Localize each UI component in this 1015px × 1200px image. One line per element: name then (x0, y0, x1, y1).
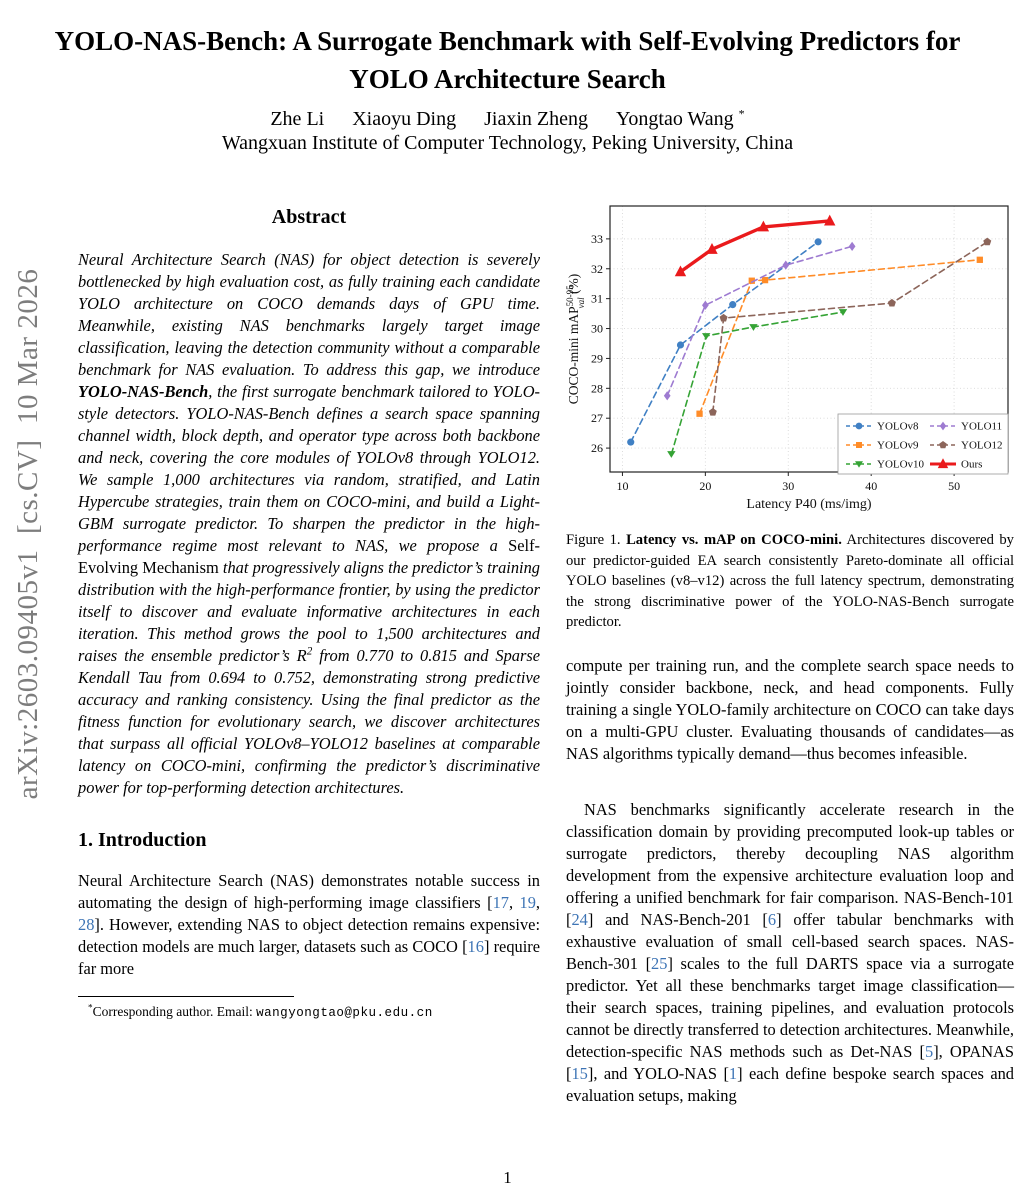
citation-link[interactable]: 24 (571, 909, 588, 929)
figure1-caption: Figure 1. Latency vs. mAP on COCO-mini. … (566, 530, 1014, 633)
svg-text:COCO-mini mAP50-95val (%): COCO-mini mAP50-95val (%) (566, 274, 586, 405)
paper-title: YOLO-NAS-Bench: A Surrogate Benchmark wi… (40, 22, 975, 98)
citation-link[interactable]: 1 (728, 1063, 738, 1083)
citation-link[interactable]: 28 (78, 915, 95, 934)
svg-text:40: 40 (865, 479, 877, 493)
author-name: Zhe Li (270, 107, 325, 130)
citation-link[interactable]: 6 (767, 909, 777, 929)
author-name-text: Yongtao Wang (615, 107, 734, 130)
paper-title-line2: YOLO Architecture Search (349, 64, 666, 95)
text-segment: ], and YOLO-NAS [ (587, 1063, 729, 1083)
right-column: 10 20 30 40 50 26 27 28 29 30 31 32 33 Latency P40 (m… (566, 198, 1014, 1107)
author-line: Zhe Li Xiaoyu Ding Jiaxin Zheng Yongtao Wan… (0, 106, 1015, 131)
body-paragraph: NAS benchmarks significantly accelerate … (566, 799, 1014, 1107)
body-paragraph: compute per training run, and the comple… (566, 655, 1014, 763)
svg-text:Ours: Ours (961, 459, 982, 471)
svg-text:29: 29 (591, 351, 603, 365)
svg-text:50: 50 (948, 479, 960, 493)
text-segment: Latency vs. mAP on COCO-mini. (626, 532, 842, 548)
text-segment: Neural Architecture Search (NAS) demonst… (78, 871, 540, 912)
page-number: 1 (503, 1168, 512, 1187)
svg-text:33: 33 (591, 232, 603, 246)
text-segment: ] and NAS-Bench-201 [ (587, 909, 768, 929)
text-segment: , (508, 893, 520, 912)
corresponding-author-mark: * (738, 106, 745, 120)
introduction-paragraph: Neural Architecture Search (NAS) demonst… (78, 870, 540, 980)
left-column: Abstract Neural Architecture Search (NAS… (78, 206, 540, 1022)
svg-text:YOLO12: YOLO12 (961, 440, 1003, 452)
text-segment: , the first surrogate benchmark tailored… (78, 382, 540, 555)
text-segment: ] scales to the full DARTS space via a s… (566, 953, 1014, 1061)
figure1-chart: 10 20 30 40 50 26 27 28 29 30 31 32 33 Latency P40 (m… (566, 198, 1014, 518)
svg-text:20: 20 (699, 479, 711, 493)
arxiv-watermark: arXiv:2603.09405v1 [cs.CV] 10 Mar 2026 (12, 268, 44, 800)
text-segment: Architectures discovered by our predicto… (566, 532, 1014, 630)
paper-title-line1: YOLO-NAS-Bench: A Surrogate Benchmark wi… (54, 26, 961, 57)
text-segment: Figure 1. (566, 532, 627, 548)
author-name: Jiaxin Zheng (484, 107, 588, 130)
text-segment: , (535, 893, 540, 912)
citation-link[interactable]: 5 (924, 1041, 934, 1061)
abstract-text: Neural Architecture Search (NAS) for obj… (78, 249, 540, 799)
text-segment: ] each define bespoke search spaces and … (566, 1063, 1014, 1105)
svg-text:30: 30 (782, 479, 794, 493)
citation-link[interactable]: 17 (492, 893, 509, 912)
abstract-heading: Abstract (271, 206, 347, 228)
svg-text:10: 10 (616, 479, 628, 493)
text-segment: from 0.770 to 0.815 and Sparse Kendall T… (78, 646, 540, 797)
text-segment: that progressively aligns the predictor’… (78, 558, 540, 665)
svg-text:27: 27 (591, 411, 603, 425)
svg-text:32: 32 (591, 262, 603, 276)
section-heading-introduction: 1. Introduction (78, 829, 207, 851)
svg-text:30: 30 (591, 322, 603, 336)
svg-text:YOLOv10: YOLOv10 (877, 459, 925, 471)
svg-text:31: 31 (591, 292, 603, 306)
svg-text:YOLOv9: YOLOv9 (877, 440, 919, 452)
text-segment: Self-Evolving Mechanism (78, 536, 540, 577)
text-segment: 2 (306, 645, 313, 658)
text-segment: NAS benchmarks significantly accelerate … (566, 799, 1014, 929)
footnote: *Corresponding author. Email: wangyongta… (78, 1003, 540, 1022)
author-name: Yongtao Wang * (615, 106, 745, 130)
citation-link[interactable]: 16 (467, 937, 484, 956)
svg-text:YOLOv8: YOLOv8 (877, 421, 919, 433)
text-segment: Neural Architecture Search (NAS) for obj… (78, 250, 540, 379)
svg-text:Latency P40 (ms/img): Latency P40 (ms/img) (746, 497, 872, 512)
email-link[interactable]: wangyongtao@pku.edu.cn (256, 1006, 433, 1020)
citation-link[interactable]: 19 (519, 893, 536, 912)
svg-text:26: 26 (591, 441, 603, 455)
svg-text:YOLO11: YOLO11 (961, 421, 1002, 433)
citation-link[interactable]: 25 (651, 953, 668, 973)
footnote-rule (78, 996, 294, 997)
text-segment: ] require far more (78, 937, 541, 978)
text-segment: ] offer tabular benchmarks with exhausti… (566, 909, 1014, 973)
citation-link[interactable]: 15 (571, 1063, 588, 1083)
text-segment: Corresponding author. Email: (92, 1004, 257, 1019)
author-name: Xiaoyu Ding (352, 107, 457, 130)
affiliation: Wangxuan Institute of Computer Technolog… (221, 132, 794, 154)
text-segment: YOLO-NAS-Bench (78, 382, 209, 401)
text-segment: ]. However, extending NAS to object dete… (78, 915, 540, 956)
text-segment: * (88, 1002, 93, 1013)
figure1: 10 20 30 40 50 26 27 28 29 30 31 32 33 Latency P40 (m… (566, 198, 1014, 633)
text-segment: ], OPANAS [ (566, 1041, 1014, 1083)
svg-text:28: 28 (591, 381, 603, 395)
